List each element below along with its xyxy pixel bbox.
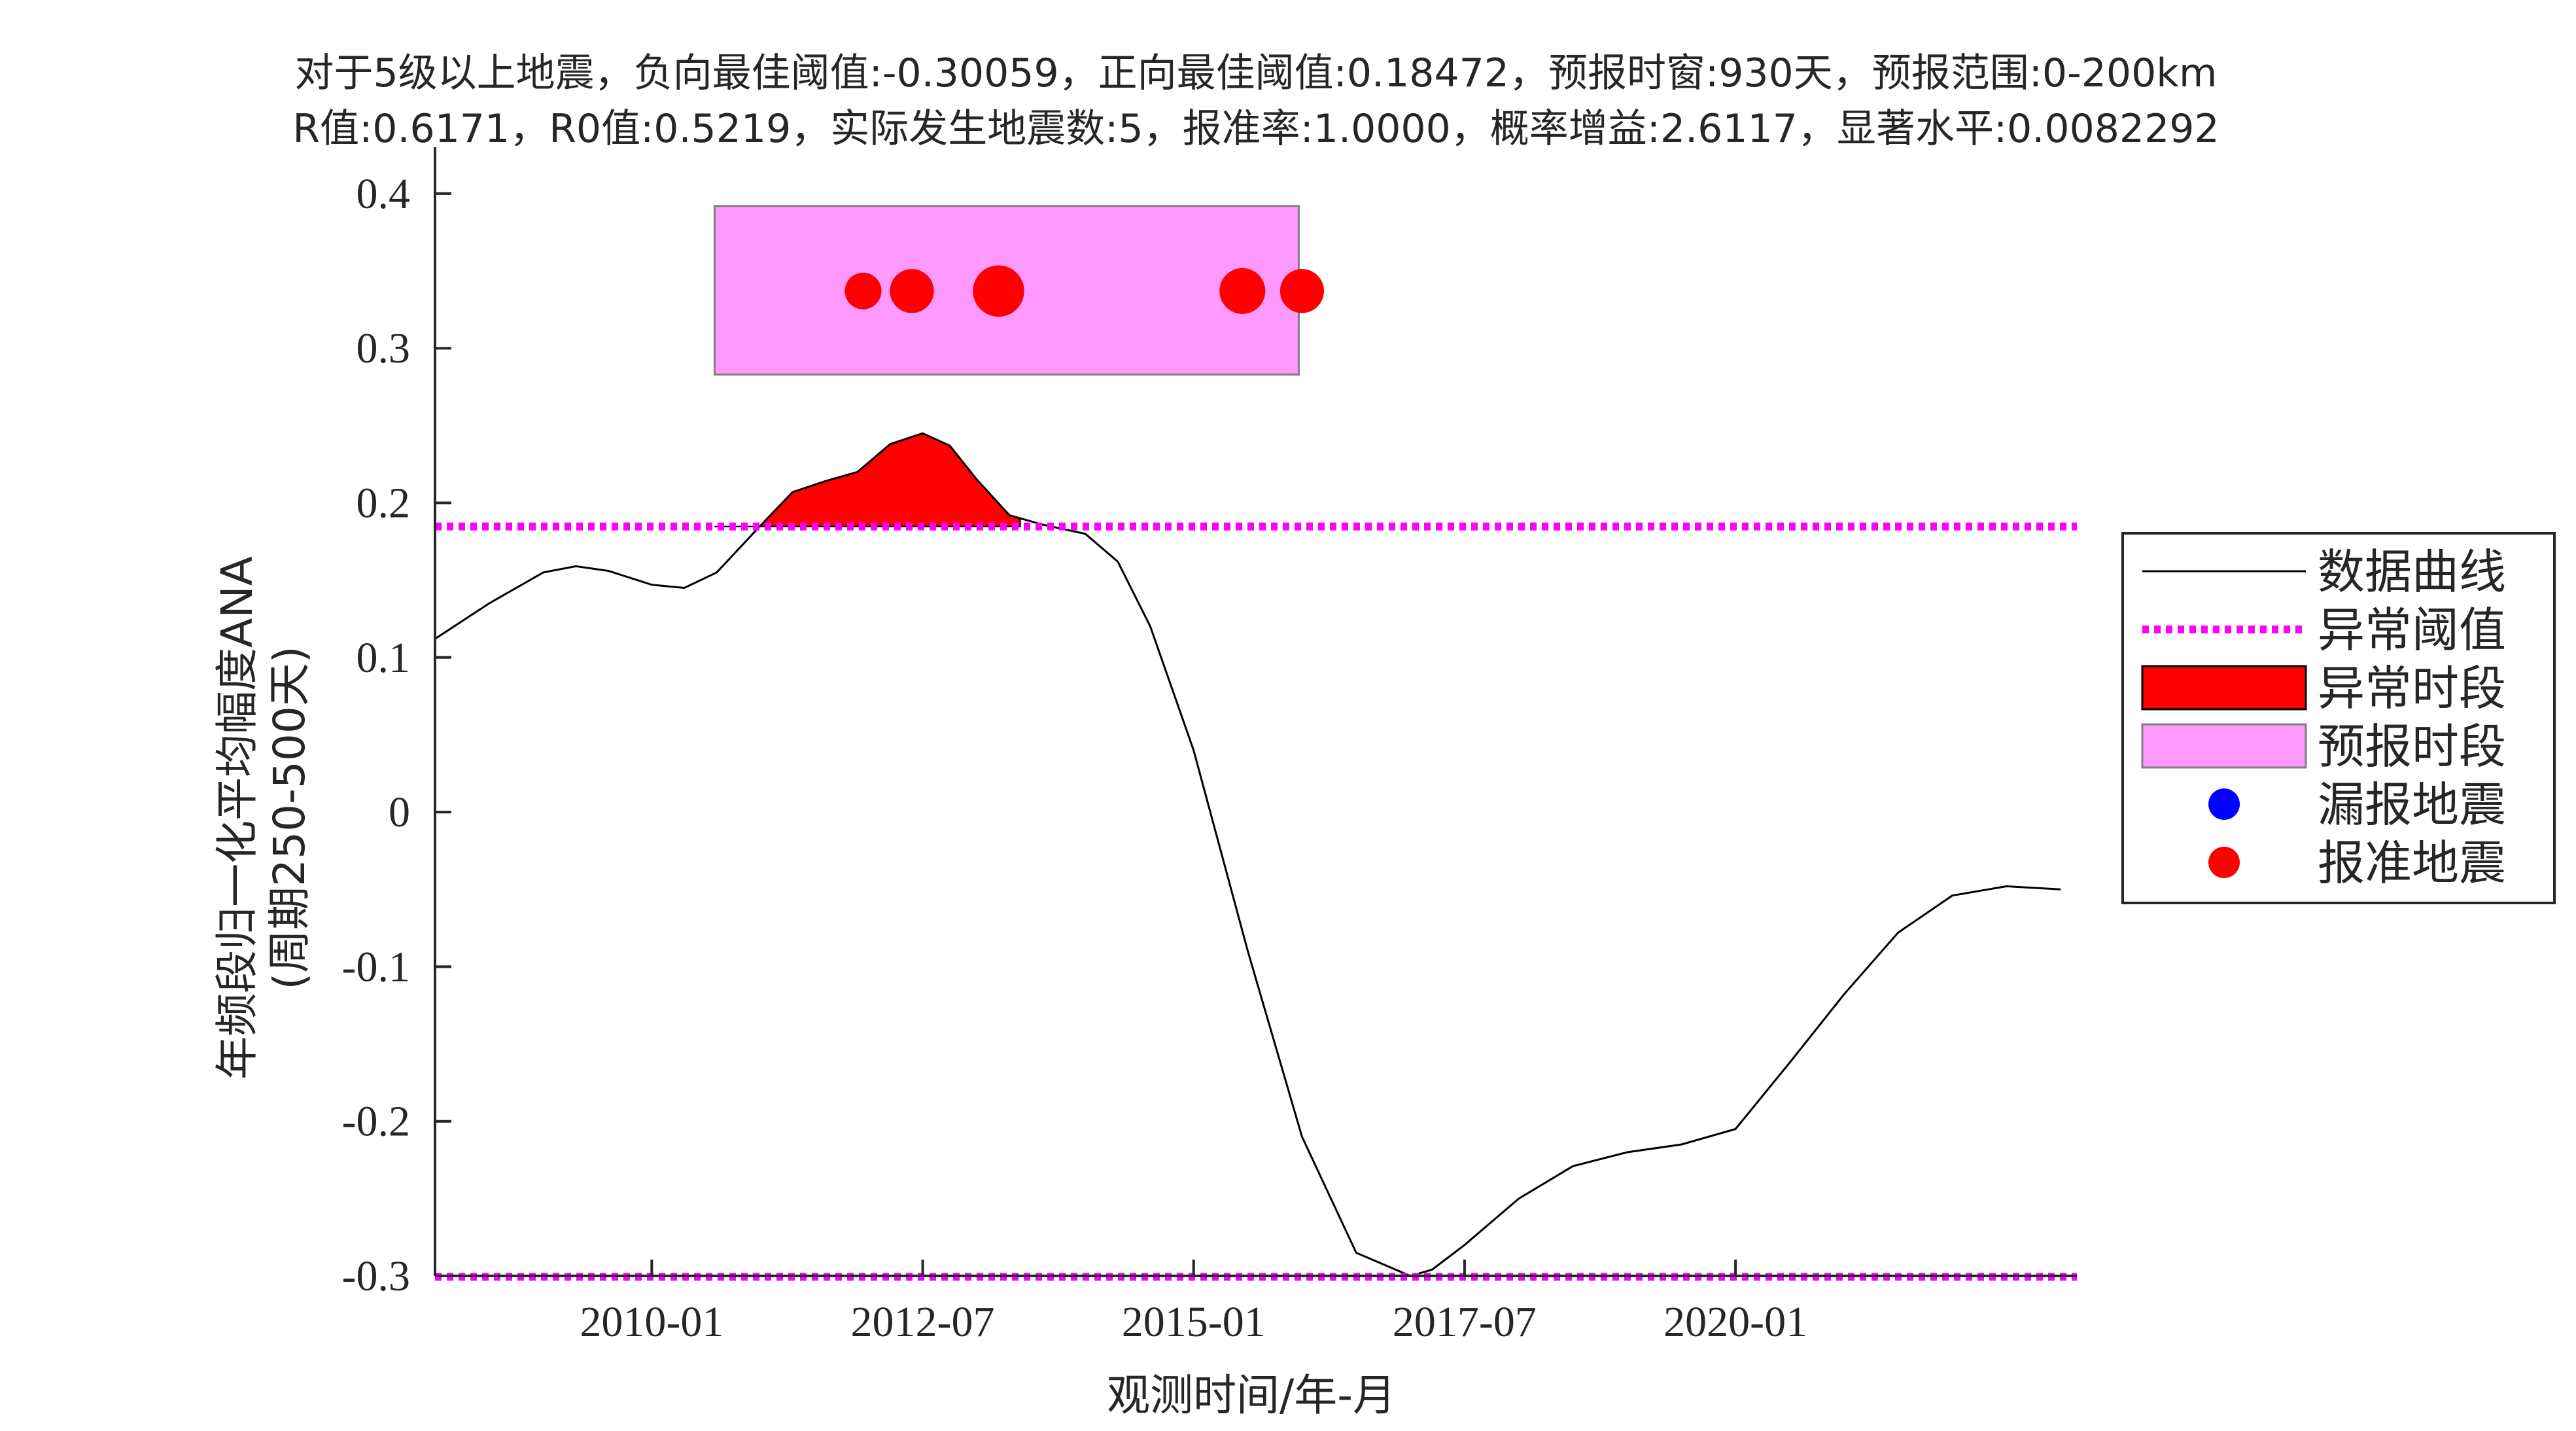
earthquake-hit-marker (1279, 269, 1325, 313)
y-tick-label: 0.4 (357, 170, 411, 218)
x-tick-label: 2020-01 (1663, 1298, 1807, 1346)
legend-label: 漏报地震 (2318, 777, 2506, 832)
legend-swatch-patch (2141, 723, 2307, 769)
x-tick-label: 2012-07 (851, 1298, 995, 1346)
y-tick-label: -0.2 (342, 1098, 410, 1146)
x-tick-label: 2017-07 (1393, 1298, 1537, 1346)
y-axis-label-line1: 年频段归一化平均幅度ANA (212, 556, 262, 1080)
anomaly-period-fill (714, 433, 1021, 527)
legend-label: 预报时段 (2318, 719, 2506, 774)
legend-swatch-marker (2208, 847, 2240, 878)
legend-label: 异常时段 (2318, 661, 2506, 716)
legend-box (2121, 532, 2556, 904)
x-tick-label: 2015-01 (1122, 1298, 1266, 1346)
y-tick-label: -0.1 (342, 943, 410, 991)
earthquake-hit-marker (844, 272, 882, 309)
y-tick-label: -0.3 (342, 1252, 410, 1300)
data-curve-line (434, 432, 2061, 1277)
legend-swatch-marker (2208, 788, 2240, 820)
chart-title-line1: 对于5级以上地震，负向最佳阈值:-0.30059，正向最佳阈值:0.18472，… (295, 50, 2218, 96)
y-tick-label: 0 (389, 788, 410, 836)
y-tick-label: 0.2 (357, 479, 411, 527)
x-tick-label: 2010-01 (580, 1298, 723, 1346)
legend-label: 报准地震 (2318, 836, 2506, 891)
plot-area: 0.4 0.3 0.2 0.1 0 -0.1 -0.2 -0.3 2010-01 2012-07 2… (342, 147, 2077, 1346)
chart-title-line2: R值:0.6171，R0值:0.5219，实际发生地震数:5，报准率:1.000… (292, 106, 2219, 152)
x-axis-label: 观测时间/年-月 (1107, 1370, 1396, 1421)
y-axis-label-line2: (周期250-500天) (264, 646, 315, 989)
earthquake-hit-marker (890, 269, 934, 313)
y-axis-label-group: 年频段归一化平均幅度ANA (周期250-500天) (212, 556, 315, 1080)
legend-label: 异常阈值 (2318, 603, 2506, 658)
earthquake-hit-marker (1219, 268, 1266, 314)
earthquake-hit-marker (973, 265, 1024, 317)
legend-swatch-patch (2141, 665, 2307, 711)
y-tick-label: 0.1 (357, 634, 411, 682)
legend-label: 数据曲线 (2318, 544, 2506, 599)
y-tick-label: 0.3 (357, 325, 411, 372)
